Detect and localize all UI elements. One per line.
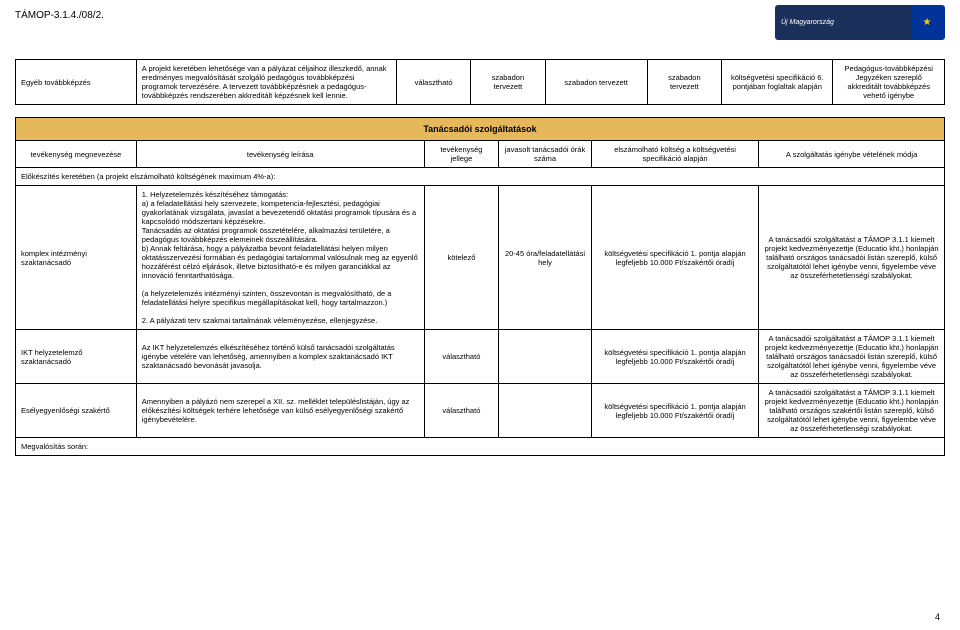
cell-name: komplex intézményi szaktanácsadó (16, 186, 137, 330)
cell: szabadon tervezett (647, 60, 721, 105)
cell-desc: A projekt keretében lehetősége van a pál… (136, 60, 396, 105)
cell: költségvetési specifikáció 1. pontja ala… (591, 186, 758, 330)
table-row: Egyéb továbbképzés A projekt keretében l… (16, 60, 945, 105)
cell: választható (424, 384, 498, 438)
col-header: tevékenység megnevezése (16, 141, 137, 168)
col-header: javasolt tanácsadói órák száma (499, 141, 592, 168)
footer-text: Megvalósítás során: (16, 438, 945, 456)
cell-name: Egyéb továbbképzés (16, 60, 137, 105)
cell: szabadon tervezett (545, 60, 647, 105)
table-row: Esélyegyenlőségi szakértő Amennyiben a p… (16, 384, 945, 438)
cell: 20-45 óra/feladatellátási hely (499, 186, 592, 330)
cell-desc: Az IKT helyzetelemzés elkészítéséhez tör… (136, 330, 424, 384)
section-header: Tanácsadói szolgáltatások (16, 118, 945, 141)
col-header: A szolgáltatás igénybe vételének módja (759, 141, 945, 168)
header-row: tevékenység megnevezése tevékenység leír… (16, 141, 945, 168)
logo-text: Új Magyarország (781, 19, 834, 26)
cell: A tanácsadói szolgáltatást a TÁMOP 3.1.1… (759, 384, 945, 438)
cell: választható (396, 60, 470, 105)
cell-desc: 1. Helyzetelemzés készítéséhez támogatás… (136, 186, 424, 330)
cell: költségvetési specifikáció 1. pontja ala… (591, 330, 758, 384)
section-title: Tanácsadói szolgáltatások (16, 118, 945, 141)
cell: Pedagógus-továbbképzési Jegyzéken szerep… (833, 60, 945, 105)
cell: költségvetési specifikáció 1. pontja ala… (591, 384, 758, 438)
cell: költségvetési specifikáció 6. pontjában … (722, 60, 833, 105)
cell: A tanácsadói szolgáltatást a TÁMOP 3.1.1… (759, 186, 945, 330)
col-header: elszámolható költség a költségvetési spe… (591, 141, 758, 168)
page-number: 4 (935, 612, 940, 622)
col-header: tevékenység leírása (136, 141, 424, 168)
cell-name: IKT helyzetelemző szaktanácsadó (16, 330, 137, 384)
eu-flag-icon: ★ (915, 15, 939, 31)
table-row: komplex intézményi szaktanácsadó 1. Hely… (16, 186, 945, 330)
header-logo: Új Magyarország ★ (775, 5, 945, 40)
cell: kötelező (424, 186, 498, 330)
cell: szabadon tervezett (471, 60, 545, 105)
note-row: Előkészítés keretében (a projekt elszámo… (16, 168, 945, 186)
footer-row: Megvalósítás során: (16, 438, 945, 456)
cell: választható (424, 330, 498, 384)
cell (499, 330, 592, 384)
note-text: Előkészítés keretében (a projekt elszámo… (16, 168, 945, 186)
services-table: Tanácsadói szolgáltatások tevékenység me… (15, 117, 945, 456)
cell (499, 384, 592, 438)
cell-name: Esélyegyenlőségi szakértő (16, 384, 137, 438)
cell-desc: Amennyiben a pályázó nem szerepel a XII.… (136, 384, 424, 438)
training-table: Egyéb továbbképzés A projekt keretében l… (15, 59, 945, 105)
table-row: IKT helyzetelemző szaktanácsadó Az IKT h… (16, 330, 945, 384)
col-header: tevékenység jellege (424, 141, 498, 168)
cell: A tanácsadói szolgáltatást a TÁMOP 3.1.1… (759, 330, 945, 384)
